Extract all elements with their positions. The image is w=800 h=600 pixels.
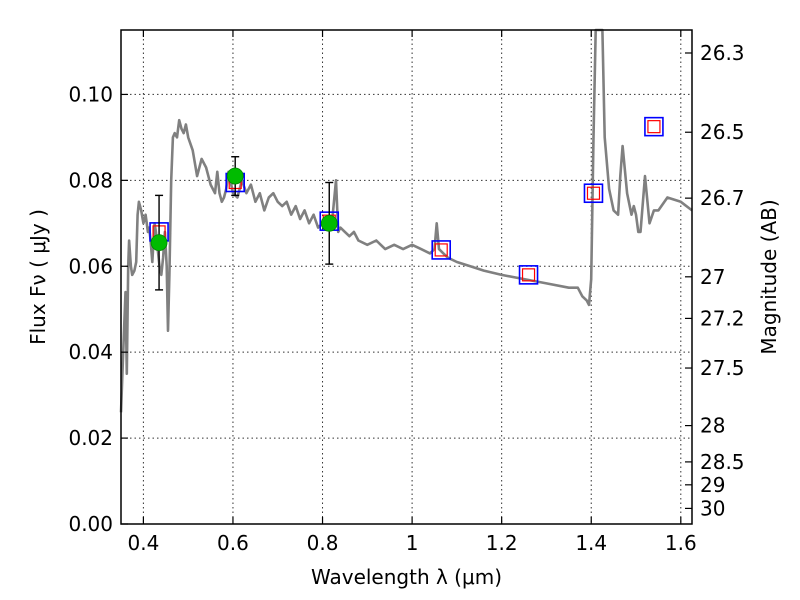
series-layer <box>119 28 693 413</box>
y-tick-label: 0.00 <box>68 512 113 536</box>
y2-tick-label: 26.7 <box>700 186 745 210</box>
y-tick-label: 0.04 <box>68 340 113 364</box>
y-tick-label: 0.06 <box>68 254 113 278</box>
observed-point <box>226 167 244 185</box>
y-tick-label: 0.02 <box>68 426 113 450</box>
x-tick-label: 1.2 <box>486 531 518 555</box>
sed-curve <box>119 28 693 413</box>
y-tick-label: 0.08 <box>68 168 113 192</box>
x-tick-label: 0.6 <box>217 531 249 555</box>
ticks-layer: 0.4 0.6 0.8 1 1.2 1.4 1.6 0.00 0.02 0.04 0.06 0.08 0… <box>68 30 745 555</box>
model-box-point <box>583 183 604 204</box>
model-box-point <box>644 116 664 137</box>
observed-point <box>150 234 168 252</box>
y2-tick-label: 27.2 <box>700 306 745 330</box>
model-box-point <box>518 265 539 285</box>
model-inner-point <box>434 243 448 257</box>
y2-tick-label: 30 <box>700 496 725 520</box>
y2-tick-label: 26.3 <box>700 41 745 65</box>
x-tick-label: 1 <box>406 531 419 555</box>
x-tick-label: 1.6 <box>665 531 697 555</box>
x-axis-label: Wavelength λ (μm) <box>311 565 502 589</box>
model-inner-point <box>647 120 661 134</box>
y2-axis-label: Magnitude (AB) <box>757 199 781 354</box>
model-box-point <box>431 240 452 260</box>
y2-tick-label: 27 <box>700 265 725 289</box>
y2-tick-label: 29 <box>700 473 725 497</box>
x-tick-label: 0.4 <box>127 531 159 555</box>
y2-tick-label: 26.5 <box>700 120 745 144</box>
y-axis-label: Flux Fν ( μJy ) <box>26 209 50 345</box>
x-tick-label: 0.8 <box>307 531 339 555</box>
x-tick-label: 1.4 <box>575 531 607 555</box>
observed-point <box>320 214 338 232</box>
y2-tick-label: 28 <box>700 414 725 438</box>
plot-frame <box>120 29 693 525</box>
model-inner-point <box>586 186 601 200</box>
y2-tick-label: 28.5 <box>700 450 745 474</box>
grid-layer <box>121 30 692 524</box>
model-inner-point <box>521 268 536 282</box>
y-tick-label: 0.10 <box>68 82 113 106</box>
y2-tick-label: 27.5 <box>700 356 745 380</box>
